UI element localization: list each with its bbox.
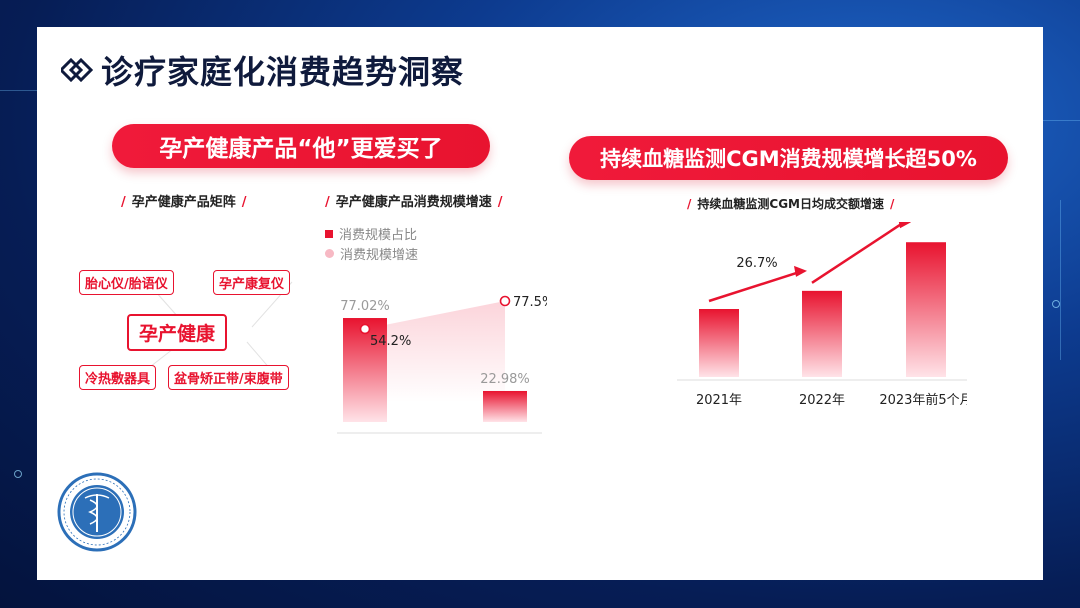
left-chart-label-text: 孕产健康产品消费规模增速	[335, 195, 492, 210]
slash-mark: /	[687, 197, 692, 211]
diamond-logo-icon	[61, 58, 93, 82]
page-title: 诊疗家庭化消费趋势洞察	[101, 53, 465, 91]
right-chart-label: / 持续血糖监测CGM日均成交额增速 /	[681, 195, 900, 212]
seal-logo-icon	[57, 472, 137, 552]
bar-share	[343, 318, 387, 422]
legend-item-share: 消费规模占比	[325, 224, 417, 243]
left-banner: 孕产健康产品“他”更爱买了	[112, 124, 490, 168]
growth-value-label: 54.2%	[370, 334, 411, 349]
growth-arrow-head	[898, 222, 911, 229]
bg-circuit-line	[0, 90, 37, 91]
slash-mark: /	[121, 195, 126, 210]
bg-circuit-node	[1052, 300, 1060, 308]
title-row: 诊疗家庭化消费趋势洞察	[61, 47, 464, 93]
growth-arrow-head	[794, 265, 807, 277]
matrix-item-fetal-monitor: 胎心仪/胎语仪	[79, 270, 174, 295]
slash-mark: /	[241, 195, 247, 210]
slash-mark: /	[497, 195, 503, 210]
legend-dot	[325, 249, 334, 258]
right-banner-text: 持续血糖监测CGM消费规模增长超50%	[600, 147, 977, 171]
matrix-item-rehab-device: 孕产康复仪	[213, 270, 291, 295]
growth-point	[359, 323, 371, 335]
growth-label: 26.7%	[736, 256, 777, 271]
bar-value-label: 77.02%	[340, 299, 390, 314]
legend-swatch	[325, 229, 333, 238]
growth-arrow	[811, 223, 902, 284]
bg-circuit-line	[1060, 200, 1061, 360]
matrix-item-pelvic-belt: 盆骨矫正带/束腹带	[168, 365, 289, 390]
x-tick-label: 2022年	[799, 393, 845, 407]
legend-label: 消费规模增速	[340, 248, 419, 263]
left-chart-label: / 孕产健康产品消费规模增速 /	[319, 191, 509, 210]
growth-point	[499, 295, 511, 307]
bg-circuit-line	[1043, 120, 1080, 121]
slash-mark: /	[890, 197, 895, 211]
slash-mark: /	[325, 195, 330, 210]
left-banner-text: 孕产健康产品“他”更爱买了	[159, 136, 443, 162]
bar-value-label: 22.98%	[480, 372, 530, 387]
growth-area	[365, 301, 505, 402]
bar	[906, 242, 946, 377]
matrix-label-text: 孕产健康产品矩阵	[131, 195, 236, 210]
bar	[699, 309, 739, 377]
legend-item-growth: 消费规模增速	[325, 244, 418, 263]
bar	[802, 290, 842, 377]
matrix-center: 孕产健康	[127, 314, 228, 351]
growth-arrow	[708, 271, 798, 303]
matrix-label: / 孕产健康产品矩阵 /	[115, 191, 253, 210]
bg-circuit-node	[14, 470, 22, 478]
right-banner: 持续血糖监测CGM消费规模增长超50%	[569, 136, 1008, 180]
slide: 诊疗家庭化消费趋势洞察 孕产健康产品“他”更爱买了 / 孕产健康产品矩阵 / / 孕产…	[37, 27, 1043, 580]
matrix-item-compress: 冷热敷器具	[79, 365, 157, 390]
left-chart: 77.02%女性22.98%男性54.2%77.5%	[337, 295, 547, 434]
growth-value-label: 77.5%	[513, 295, 547, 310]
right-chart-label-text: 持续血糖监测CGM日均成交额增速	[697, 197, 884, 211]
x-tick-label: 2023年前5个月	[879, 392, 967, 407]
legend-label: 消费规模占比	[339, 228, 418, 243]
bar-share	[483, 390, 527, 422]
x-tick-label: 2021年	[696, 393, 742, 407]
